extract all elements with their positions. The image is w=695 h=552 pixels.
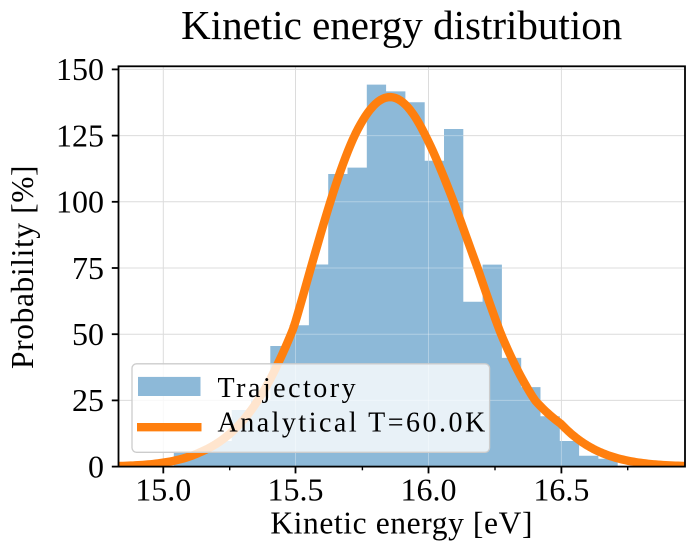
svg-text:15.5: 15.5 [268,472,324,508]
svg-text:75: 75 [72,250,104,286]
svg-text:Probability [%]: Probability [%] [5,165,40,369]
svg-text:15.0: 15.0 [135,472,191,508]
svg-text:16.0: 16.0 [401,472,457,508]
svg-text:25: 25 [72,382,104,418]
svg-text:16.5: 16.5 [533,472,589,508]
svg-text:100: 100 [56,184,104,220]
svg-text:50: 50 [72,316,104,352]
svg-text:Trajectory: Trajectory [218,373,359,404]
svg-text:Kinetic energy [eV]: Kinetic energy [eV] [270,505,533,540]
svg-text:150: 150 [56,51,104,87]
svg-text:Analytical T=60.0K: Analytical T=60.0K [218,408,488,439]
svg-text:125: 125 [56,117,104,153]
svg-text:0: 0 [88,448,104,484]
svg-text:Kinetic energy distribution: Kinetic energy distribution [181,2,622,48]
